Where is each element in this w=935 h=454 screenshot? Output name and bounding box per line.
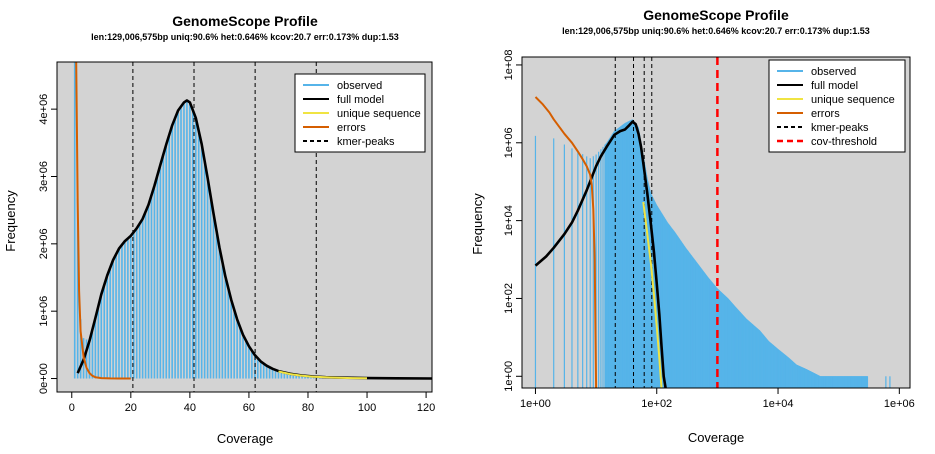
y-tick-label: 4e+06 <box>38 94 50 125</box>
x-tick-label: 80 <box>302 402 314 414</box>
legend-label: full model <box>811 80 858 92</box>
y-tick-label: 2e+06 <box>38 228 50 259</box>
kmer-peak-lines <box>614 57 653 388</box>
series-line-unique-sequence <box>278 370 368 380</box>
legend-label: cov-threshold <box>811 136 877 148</box>
series-line-unique-sequence <box>642 201 663 388</box>
legend-label: unique sequence <box>811 94 895 106</box>
legend-label: full model <box>337 94 384 106</box>
y-axis-label: Frequency <box>470 193 485 255</box>
x-tick-label: 40 <box>184 402 196 414</box>
legend-label: errors <box>811 108 840 120</box>
series-line-full-model <box>534 120 667 388</box>
legend-label: observed <box>337 80 382 92</box>
chart-title: GenomeScope Profile <box>172 13 318 29</box>
observed-bars <box>73 62 427 379</box>
series-line-errors <box>534 96 598 388</box>
y-tick-label: 1e+08 <box>503 49 515 80</box>
x-tick-label: 20 <box>125 402 137 414</box>
y-tick-label: 0e+00 <box>38 363 50 394</box>
legend-box <box>768 59 906 153</box>
y-tick-label: 3e+06 <box>38 161 50 192</box>
legend-label: kmer-peaks <box>337 136 395 148</box>
y-tick-label: 1e+06 <box>503 127 515 158</box>
axes: 0 20 40 60 80 100 120 0e+00 1e+06 2e+06 3e+06 4e+06 <box>38 61 435 414</box>
x-tick-label: 1e+02 <box>641 398 672 410</box>
x-tick-label: 60 <box>243 402 255 414</box>
chart-title: GenomeScope Profile <box>643 7 789 23</box>
kmer-peak-lines <box>132 62 317 392</box>
x-axis-label: Coverage <box>217 431 273 446</box>
x-tick-label: 1e+04 <box>763 398 794 410</box>
plot-frame <box>56 61 433 393</box>
chart-subtitle: len:129,006,575bp uniq:90.6% het:0.646% … <box>562 26 870 36</box>
plot-area <box>73 62 432 392</box>
x-axis-label: Coverage <box>688 430 744 445</box>
y-tick-label: 1e+02 <box>503 283 515 314</box>
x-tick-label: 1e+00 <box>520 398 551 410</box>
y-axis-label: Frequency <box>3 190 18 252</box>
legend-label: observed <box>811 66 856 78</box>
x-tick-label: 120 <box>417 402 435 414</box>
legend-label: unique sequence <box>337 108 421 120</box>
legend-label: errors <box>337 122 366 134</box>
x-tick-label: 1e+06 <box>884 398 915 410</box>
series-line-errors <box>75 62 131 380</box>
legend: observed full model unique sequence errors k… <box>768 59 906 153</box>
y-tick-label: 1e+04 <box>503 205 515 236</box>
x-tick-label: 100 <box>358 402 376 414</box>
observed-bars <box>534 119 891 388</box>
legend: observed full model unique sequence errors k… <box>294 73 426 153</box>
plot-area <box>534 57 891 388</box>
plot-frame <box>521 56 911 389</box>
log-chart: GenomeScope Profile len:129,006,575bp un… <box>470 7 915 445</box>
axes: 1e+00 1e+02 1e+04 1e+06 1e+00 1e+02 1e+04 1e+06… <box>503 49 915 410</box>
legend-label: kmer-peaks <box>811 122 869 134</box>
y-tick-label: 1e+00 <box>503 361 515 392</box>
chart-subtitle: len:129,006,575bp uniq:90.6% het:0.646% … <box>91 32 399 42</box>
x-tick-label: 0 <box>69 402 75 414</box>
y-tick-label: 1e+06 <box>38 296 50 327</box>
linear-chart: GenomeScope Profile len:129,006,575bp un… <box>3 13 435 446</box>
